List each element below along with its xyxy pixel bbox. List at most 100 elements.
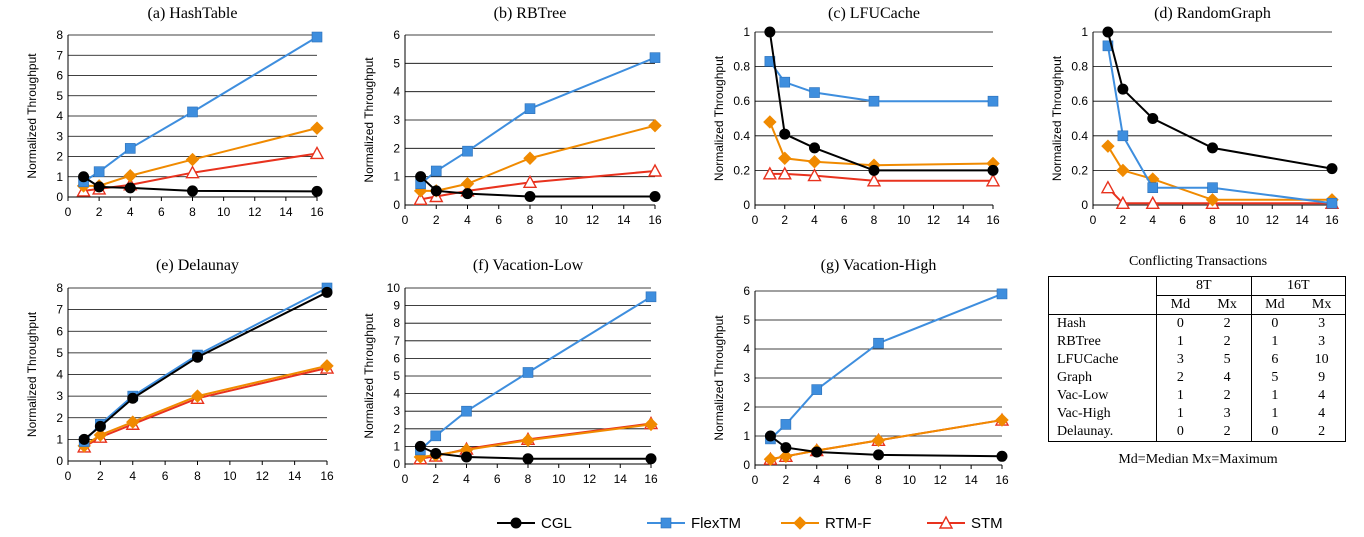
- marker-triangle: [309, 146, 325, 160]
- x-tick-label: 14: [964, 473, 978, 487]
- x-tick-label: 14: [957, 213, 971, 227]
- x-tick-label: 10: [555, 213, 569, 227]
- table-subheader: Mx: [1298, 295, 1347, 315]
- x-tick-label: 4: [813, 473, 820, 487]
- x-tick-label: 6: [162, 469, 169, 483]
- x-tick-label: 12: [927, 213, 941, 227]
- series-cgl: [414, 440, 657, 465]
- series-line: [769, 60, 993, 103]
- marker-circle: [430, 185, 442, 197]
- marker-circle: [524, 191, 536, 202]
- marker-circle: [1102, 26, 1114, 38]
- legend-item-rtm-f: RTM-F: [781, 515, 871, 532]
- series-rtm-f: [76, 121, 324, 193]
- table-row: Vac-Low 1 2 1 4: [1048, 387, 1347, 405]
- chart-title: (e) Delaunay: [156, 257, 239, 274]
- x-tick-label: 10: [552, 472, 566, 486]
- marker-square: [311, 31, 323, 43]
- legend-label: CGL: [541, 515, 572, 532]
- series-flextm: [78, 282, 333, 447]
- y-tick-label: 1: [743, 25, 750, 39]
- x-tick-label: 14: [614, 472, 628, 486]
- x-tick-label: 14: [1295, 213, 1309, 227]
- marker-square: [779, 76, 791, 88]
- x-tick-label: 16: [995, 473, 1009, 487]
- marker-diamond: [763, 452, 778, 466]
- table-cell: 0: [1155, 423, 1204, 442]
- marker-circle: [649, 191, 661, 202]
- y-tick-label: 2: [393, 141, 400, 155]
- marker-diamond: [190, 389, 205, 403]
- marker-diamond: [1101, 139, 1115, 153]
- x-tick-label: 10: [897, 213, 911, 227]
- x-tick-label: 0: [1090, 213, 1097, 227]
- table-cell: 3: [1298, 333, 1347, 351]
- marker-square: [1147, 182, 1159, 193]
- y-tick-label: 4: [393, 85, 400, 99]
- table-cell: 6: [1250, 351, 1299, 369]
- marker-diamond: [793, 516, 807, 530]
- y-tick-label: 5: [393, 56, 400, 70]
- y-tick-label: 6: [56, 69, 63, 83]
- chart-title: (b) RBTree: [494, 5, 567, 22]
- y-tick-label: 1: [393, 439, 400, 453]
- series-line: [770, 419, 1003, 461]
- series-cgl: [764, 26, 999, 176]
- marker-triangle: [938, 515, 954, 529]
- x-tick-label: 2: [96, 205, 103, 219]
- marker-diamond: [995, 413, 1009, 427]
- x-tick-label: 8: [189, 205, 196, 219]
- marker-square: [987, 95, 999, 107]
- y-tick-label: 0.2: [733, 163, 750, 177]
- marker-square: [524, 103, 536, 114]
- marker-circle: [192, 351, 203, 363]
- marker-square: [780, 419, 792, 430]
- marker-diamond: [185, 152, 200, 167]
- x-tick-label: 12: [1266, 213, 1280, 227]
- chart-title: (c) LFUCache: [828, 5, 920, 22]
- marker-square: [873, 337, 884, 349]
- series-cgl: [415, 171, 661, 202]
- table-group-8t: 8T: [1156, 276, 1251, 296]
- conflicting-transactions-table: Conflicting Transactions 8T 16T Md Mx Md…: [1048, 254, 1348, 468]
- table-cell: 1: [1155, 405, 1204, 423]
- x-tick-label: 8: [875, 473, 882, 487]
- marker-triangle: [985, 173, 1001, 187]
- marker-square: [124, 143, 136, 154]
- marker-triangle: [866, 173, 882, 187]
- y-tick-label: 7: [393, 334, 400, 348]
- marker-square: [645, 291, 657, 303]
- marker-square: [809, 87, 820, 98]
- y-tick-label: 4: [56, 368, 63, 382]
- x-tick-label: 0: [402, 472, 409, 486]
- series-line: [1107, 145, 1332, 201]
- marker-triangle: [522, 174, 538, 189]
- y-tick-label: 3: [743, 371, 750, 385]
- chart-title: (d) RandomGraph: [1154, 5, 1271, 22]
- marker-diamond: [126, 415, 140, 429]
- series-line: [83, 291, 328, 441]
- table-row: RBTree 1 2 1 3: [1048, 333, 1347, 351]
- x-tick-label: 10: [217, 205, 231, 219]
- marker-circle: [462, 188, 473, 200]
- table-cell: 4: [1298, 405, 1347, 423]
- series-rtm-f: [413, 118, 662, 198]
- marker-triangle: [807, 168, 822, 182]
- legend-item-cgl: CGL: [497, 515, 572, 532]
- x-tick-label: 10: [903, 473, 917, 487]
- marker-diamond: [310, 121, 324, 135]
- x-tick-label: 6: [841, 213, 848, 227]
- x-tick-label: 8: [871, 213, 878, 227]
- x-tick-label: 14: [288, 469, 302, 483]
- series-cgl: [764, 430, 1008, 462]
- x-tick-label: 6: [494, 472, 501, 486]
- x-tick-label: 6: [158, 205, 165, 219]
- marker-circle: [764, 26, 776, 38]
- x-tick-label: 2: [432, 472, 439, 486]
- series-rtm-f: [1101, 139, 1339, 207]
- y-tick-label: 8: [56, 28, 63, 42]
